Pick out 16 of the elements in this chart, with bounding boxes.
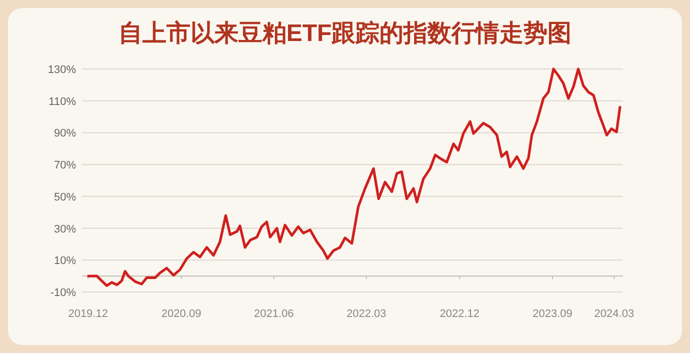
x-tick-label: 2020.09 [161,308,202,320]
y-tick-label: 10% [54,255,76,268]
y-tick-label: 90% [54,128,76,140]
y-tick-label: -10% [50,287,76,299]
x-tick-label: 2024.03 [594,308,634,320]
y-tick-label: 110% [48,96,76,108]
chart-title: 自上市以来豆粕ETF跟踪的指数行情走势图 [118,20,572,47]
x-tick-label: 2019.12 [68,308,108,320]
y-tick-label: 50% [54,191,76,204]
x-tick-label: 2021.06 [254,308,294,320]
x-tick-label: 2023.09 [532,308,572,320]
y-tick-label: 130% [48,64,76,76]
x-tick-label: 2022.12 [440,308,480,320]
y-tick-label: 70% [54,160,76,172]
x-tick-label: 2022.03 [346,308,386,320]
y-tick-label: 30% [54,223,76,236]
